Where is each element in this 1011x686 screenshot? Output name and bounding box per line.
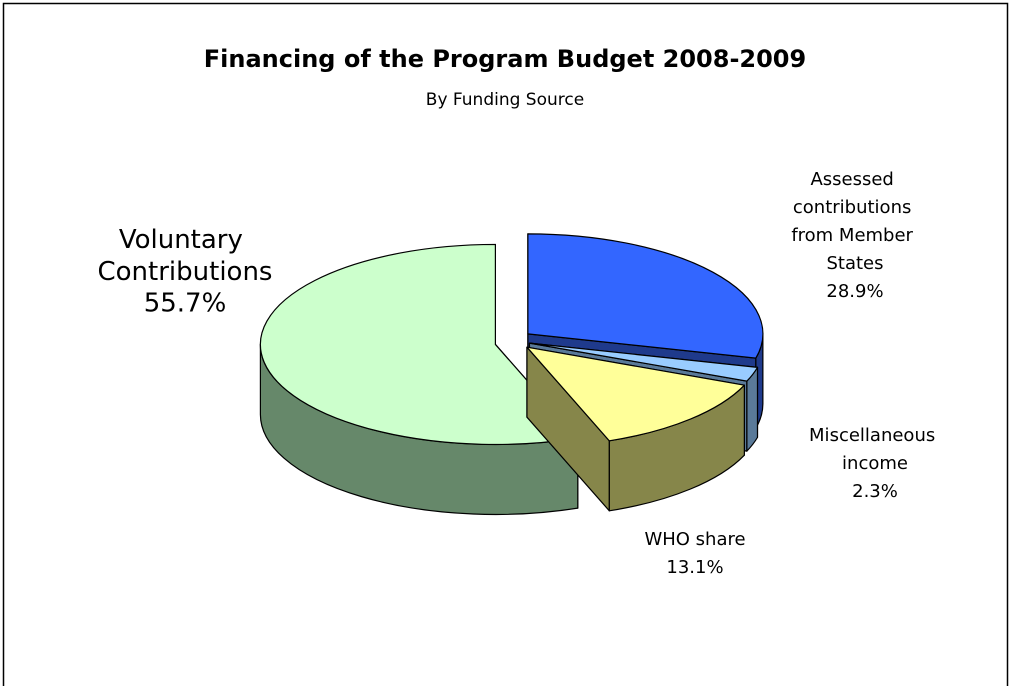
slice-top [526,346,745,442]
slice-label: Miscellaneous income [809,425,941,474]
chart-subtitle: By Funding Source [426,90,584,110]
slice-label: Voluntary Contributions [98,225,273,287]
slice-label: Assessed contributions from Member State… [791,169,918,274]
slice [526,346,745,512]
slice-value-label: 55.7% [144,289,227,319]
chart-title: Financing of the Program Budget 2008-200… [204,45,806,73]
slice-value-label: 28.9% [826,281,883,302]
slice-top [259,243,579,446]
slice-label: WHO share [644,529,745,550]
slice-value-label: 2.3% [852,481,898,502]
slice-top [528,342,759,382]
slice-value-label: 13.1% [666,557,723,578]
slice-top [527,233,764,359]
